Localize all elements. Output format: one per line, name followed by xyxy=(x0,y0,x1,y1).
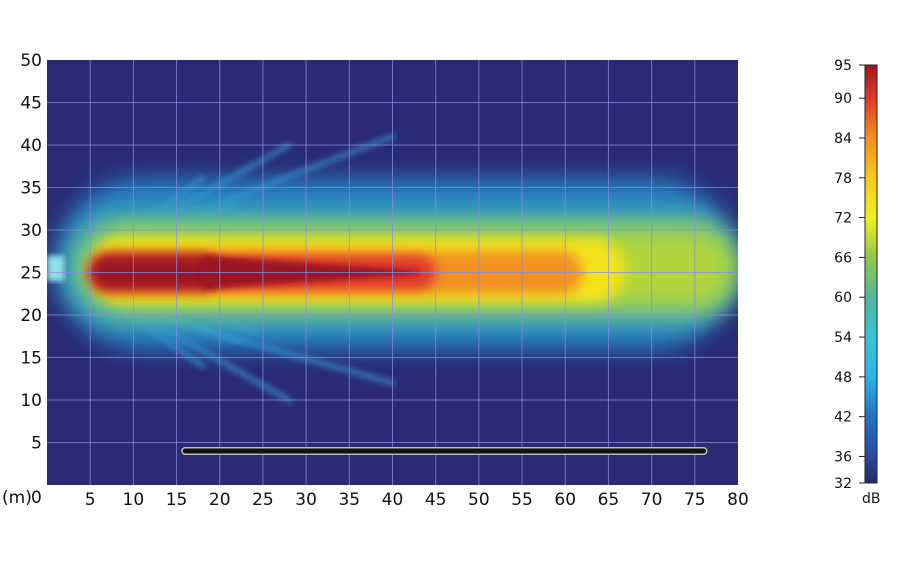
colorbar-tick-label: 84 xyxy=(834,131,852,147)
x-tick-label: 40 xyxy=(382,490,404,510)
colorbar-tick-label: 78 xyxy=(834,171,852,187)
colorbar-tick-label: 42 xyxy=(834,410,852,426)
y-tick-label: 10 xyxy=(20,391,42,411)
x-tick-label: 55 xyxy=(511,490,533,510)
colorbar-label: dB xyxy=(862,491,881,507)
x-unit-label: (m) xyxy=(2,488,32,508)
x-tick-label: 10 xyxy=(123,490,145,510)
x-tick-label: 50 xyxy=(468,490,490,510)
x-tick-label: 15 xyxy=(166,490,188,510)
colorbar-tick-label: 90 xyxy=(834,91,852,107)
x-tick-label: 0 xyxy=(31,488,42,508)
y-tick-label: 45 xyxy=(20,94,42,114)
x-axis-ticks: 0 5 10 15 20 25 30 35 40 45 50 55 60 65 70 75 80 xyxy=(31,488,749,510)
grid xyxy=(47,60,738,485)
colorbar-ticks: 95 90 84 78 72 66 60 54 48 42 36 32 xyxy=(834,58,865,492)
y-axis-ticks: 5 10 15 20 25 30 35 40 45 50 xyxy=(20,51,42,454)
x-tick-label: 70 xyxy=(641,490,663,510)
sound-source xyxy=(47,255,65,281)
x-tick-label: 25 xyxy=(252,490,274,510)
x-tick-label: 60 xyxy=(554,490,576,510)
y-tick-label: 40 xyxy=(20,136,42,156)
x-tick-label: 75 xyxy=(684,490,706,510)
colorbar-tick-label: 48 xyxy=(834,370,852,386)
x-tick-label: 5 xyxy=(85,490,96,510)
y-tick-label: 25 xyxy=(20,264,42,284)
colorbar-tick-label: 66 xyxy=(834,250,852,266)
x-tick-label: 35 xyxy=(338,490,360,510)
colorbar-tick-label: 60 xyxy=(834,290,852,306)
colorbar-tick-label: 72 xyxy=(834,211,852,227)
colorbar-tick-label: 36 xyxy=(834,449,852,465)
colorbar-tick-label: 95 xyxy=(834,58,852,74)
colorbar-tick-label: 32 xyxy=(834,476,852,492)
y-tick-label: 50 xyxy=(20,51,42,71)
x-tick-label: 30 xyxy=(295,490,317,510)
y-tick-label: 5 xyxy=(31,434,42,454)
x-tick-label: 45 xyxy=(425,490,447,510)
y-tick-label: 30 xyxy=(20,221,42,241)
x-tick-label: 65 xyxy=(598,490,620,510)
colorbar-tick-label: 54 xyxy=(834,330,852,346)
colorbar xyxy=(864,64,878,484)
y-tick-label: 15 xyxy=(20,349,42,369)
x-tick-label: 80 xyxy=(727,490,749,510)
x-tick-label: 20 xyxy=(209,490,231,510)
y-tick-label: 35 xyxy=(20,179,42,199)
y-tick-label: 20 xyxy=(20,306,42,326)
